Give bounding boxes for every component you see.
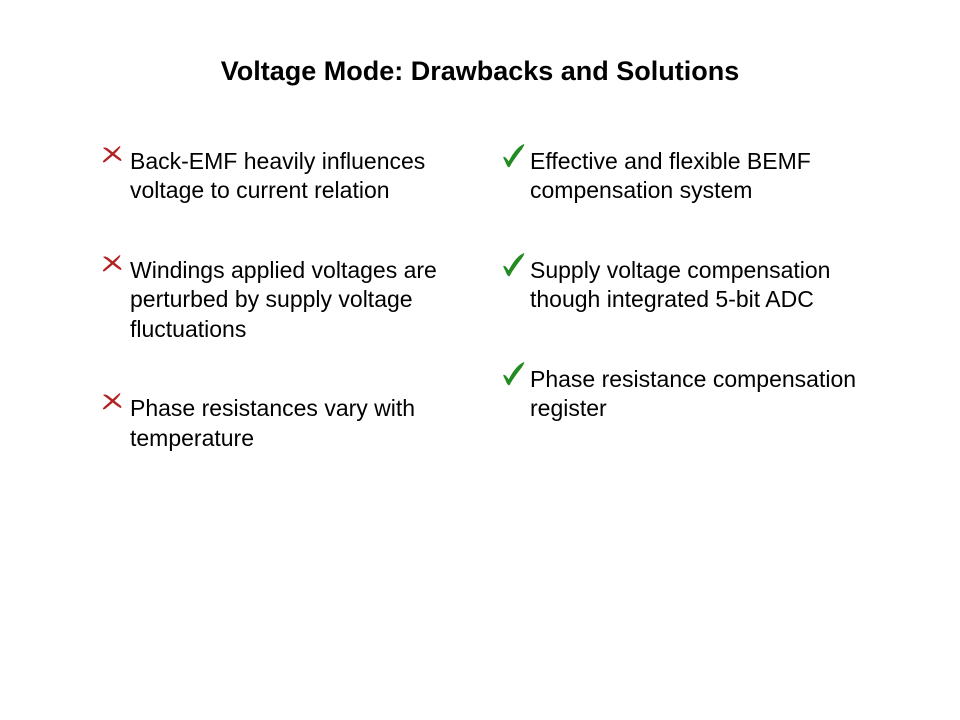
drawback-text: Back-EMF heavily influences voltage to c… <box>130 147 460 206</box>
solution-item: Phase resistance compensation register <box>500 365 860 424</box>
solution-item: Effective and flexible BEMF compensation… <box>500 147 860 206</box>
slide: Voltage Mode: Drawbacks and Solutions Ba… <box>0 0 960 720</box>
check-icon <box>500 143 528 171</box>
solution-text: Supply voltage compensation though integ… <box>530 256 860 315</box>
check-icon <box>500 252 528 280</box>
columns: Back-EMF heavily influences voltage to c… <box>60 147 900 503</box>
drawback-text: Phase resistances vary with temperature <box>130 394 460 453</box>
solution-text: Effective and flexible BEMF compensation… <box>530 147 860 206</box>
solutions-column: Effective and flexible BEMF compensation… <box>500 147 860 503</box>
cross-icon <box>100 143 128 171</box>
solution-item: Supply voltage compensation though integ… <box>500 256 860 315</box>
slide-title: Voltage Mode: Drawbacks and Solutions <box>60 56 900 87</box>
cross-icon <box>100 390 128 418</box>
drawback-item: Windings applied voltages are perturbed … <box>100 256 460 344</box>
solution-text: Phase resistance compensation register <box>530 365 860 424</box>
drawback-item: Phase resistances vary with temperature <box>100 394 460 453</box>
cross-icon <box>100 252 128 280</box>
check-icon <box>500 361 528 389</box>
drawback-text: Windings applied voltages are perturbed … <box>130 256 460 344</box>
drawbacks-column: Back-EMF heavily influences voltage to c… <box>100 147 460 503</box>
drawback-item: Back-EMF heavily influences voltage to c… <box>100 147 460 206</box>
